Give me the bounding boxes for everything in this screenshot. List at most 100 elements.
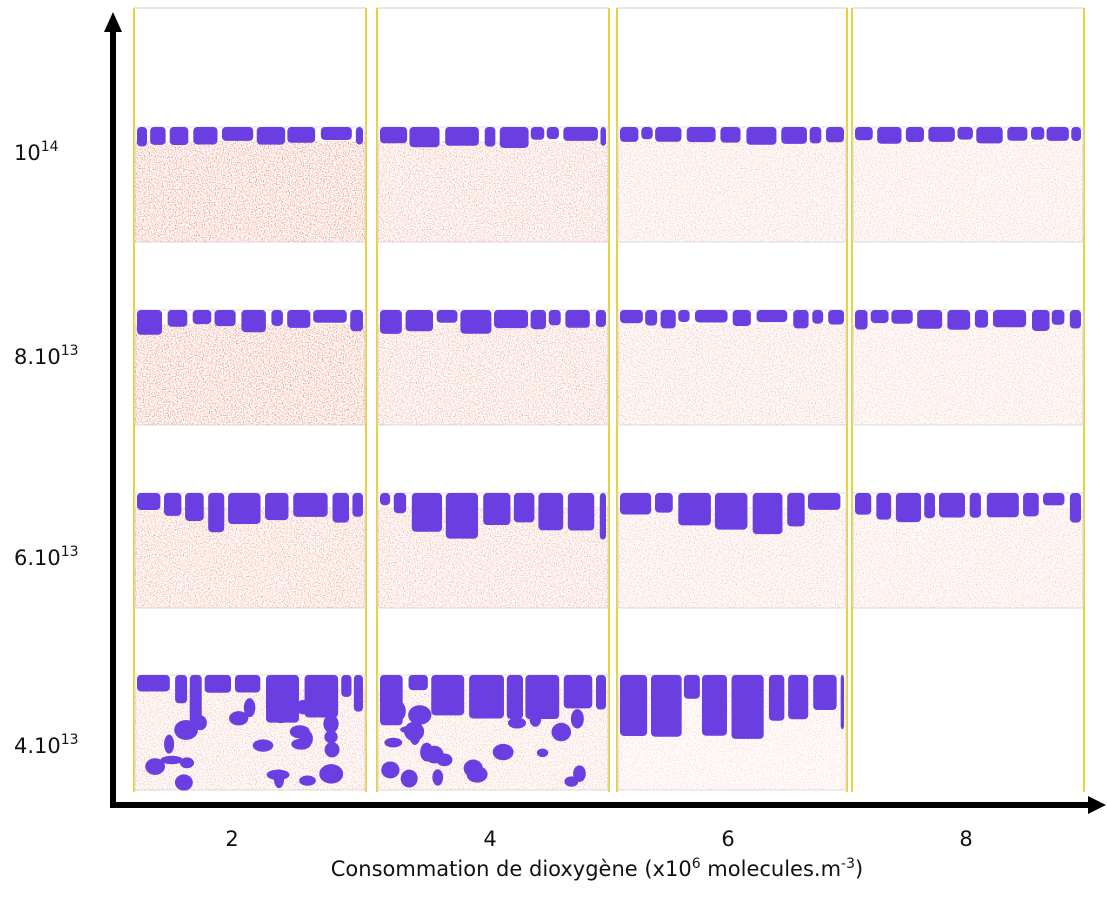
y-label-exponent: 13 [61, 343, 79, 359]
blob [678, 310, 690, 323]
blob [164, 734, 175, 754]
blob [732, 310, 751, 327]
blob [445, 127, 479, 146]
speckle [853, 507, 1083, 608]
blob [1007, 127, 1028, 141]
title-exponent: -3 [841, 856, 855, 872]
blob [876, 493, 892, 520]
blob [445, 493, 479, 539]
blob [812, 310, 824, 324]
blob [807, 493, 841, 510]
blob [169, 127, 189, 146]
blob [320, 127, 352, 140]
blob [193, 127, 218, 145]
blob [167, 310, 188, 327]
panel [617, 309, 847, 426]
y-label-base: 6.10 [14, 546, 61, 570]
blob [714, 493, 748, 530]
blob [243, 698, 256, 718]
blob [313, 310, 347, 323]
blob [620, 127, 639, 142]
blob [573, 765, 586, 782]
blob [855, 493, 872, 515]
blob [252, 739, 274, 752]
blob [731, 675, 764, 739]
speckle [853, 141, 1083, 242]
blob [380, 493, 391, 506]
blob [174, 774, 193, 791]
blob [293, 493, 328, 517]
blob [145, 758, 166, 775]
blob [825, 127, 844, 143]
blob [855, 310, 868, 330]
blob [507, 717, 527, 729]
blob [256, 127, 286, 145]
blob [746, 127, 777, 145]
blob [350, 310, 363, 332]
blob [175, 675, 188, 704]
blob [570, 709, 584, 729]
panel [617, 126, 847, 243]
blob [228, 493, 261, 525]
blob [928, 127, 955, 142]
blob [563, 127, 598, 141]
blob [469, 675, 504, 719]
blob [525, 675, 560, 720]
x-label: 4 [483, 827, 496, 851]
blob [917, 310, 943, 329]
blob [1023, 493, 1039, 517]
speckle [135, 324, 365, 425]
blob [408, 705, 432, 725]
blob [1071, 127, 1081, 142]
blob [538, 493, 564, 531]
blob [1032, 310, 1050, 331]
blob [137, 310, 163, 335]
blob [701, 675, 727, 736]
blob [466, 765, 488, 783]
blob [185, 493, 204, 521]
blob [870, 310, 889, 324]
blob [788, 675, 809, 720]
blob [353, 675, 363, 712]
blob [530, 127, 545, 140]
blob [947, 310, 971, 330]
blob [620, 493, 652, 515]
speckle [618, 141, 846, 242]
x-label: 6 [721, 827, 734, 851]
blob [404, 721, 425, 742]
blob [266, 769, 290, 780]
blob [551, 722, 572, 742]
blob [546, 127, 559, 140]
blob [513, 493, 535, 523]
blob [939, 493, 965, 518]
panel [377, 309, 609, 426]
blob [432, 769, 444, 786]
blob [781, 127, 807, 144]
panel [852, 126, 1084, 243]
blob [381, 761, 400, 779]
blob [499, 127, 529, 148]
x-axis-title: Consommation de dioxygène (x106 molecule… [331, 856, 863, 881]
blob [1069, 310, 1081, 329]
blob [895, 493, 922, 523]
panel [134, 126, 366, 243]
y-label: 6.1013 [14, 544, 79, 570]
blob [222, 127, 254, 141]
blob [192, 310, 212, 325]
blob [1069, 493, 1081, 523]
blob [137, 675, 170, 692]
blob [924, 493, 935, 519]
blob [536, 748, 549, 758]
blob [484, 127, 496, 147]
speckle [378, 324, 608, 425]
y-label-base: 10 [14, 141, 41, 165]
blob [299, 775, 316, 786]
blob [828, 310, 844, 325]
blob [164, 493, 182, 516]
blob [548, 310, 561, 326]
blob [324, 741, 340, 758]
blob [506, 675, 523, 719]
speckle [378, 141, 608, 242]
blob [1031, 127, 1045, 140]
